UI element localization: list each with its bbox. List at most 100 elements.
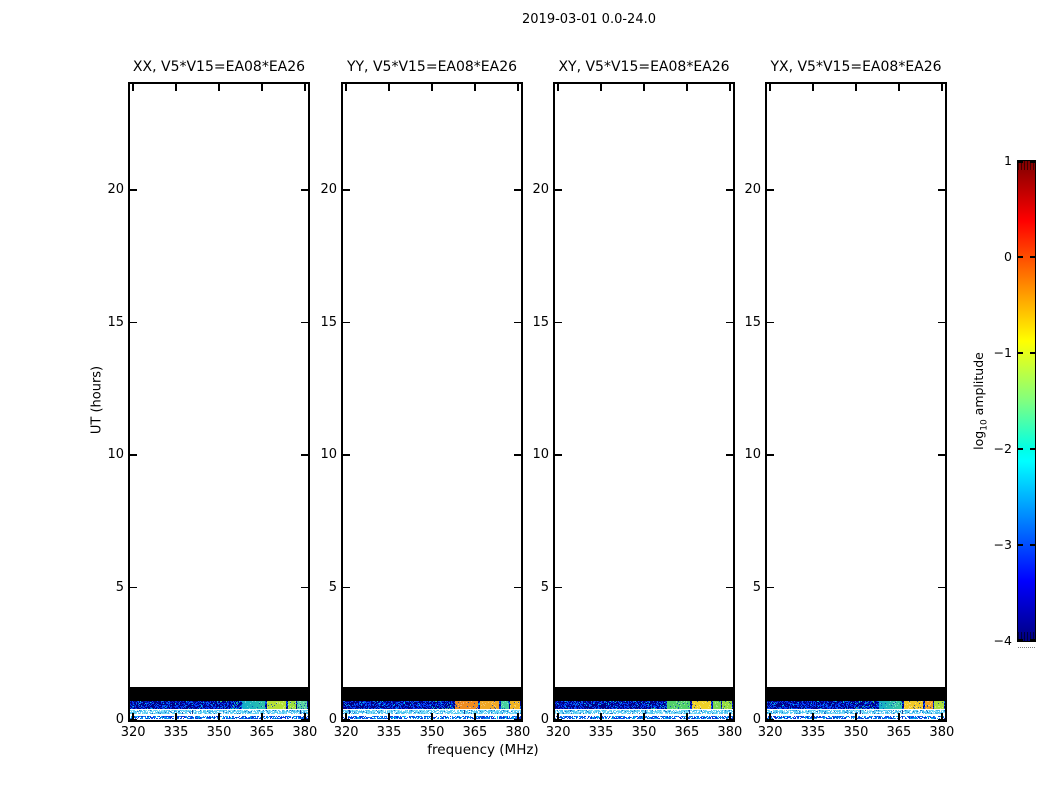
axis-tick-top — [643, 84, 645, 91]
y-tick-label: 10 — [532, 447, 549, 462]
y-tick-label: 15 — [107, 314, 124, 330]
panel-xy: XY, V5*V15=EA08*EA26 320 335 350 365 380 0 5 10… — [532, 59, 742, 740]
colorbar-tick-label: −2 — [993, 441, 1012, 456]
axis-tick-left — [555, 719, 562, 721]
axis-tick-right — [514, 189, 521, 191]
colorbar-tick — [1018, 544, 1023, 546]
axis-tick-left — [767, 321, 774, 324]
axis-tick-top — [304, 84, 306, 91]
y-tick-label: 15 — [320, 314, 337, 330]
x-tick-label: 365 — [249, 725, 275, 740]
axis-tick-bottom — [898, 713, 900, 720]
axis-tick-top — [388, 84, 390, 91]
x-tick-label: 320 — [545, 725, 571, 740]
axis-tick-top — [474, 84, 476, 91]
colorbar-tick — [1030, 161, 1035, 163]
x-tick-label: 350 — [843, 725, 869, 740]
colorbar-tick-label: 0 — [1004, 249, 1012, 264]
axis-tick-bottom — [557, 713, 559, 720]
colorbar-label-rest: amplitude — [970, 352, 986, 420]
axis-tick-right — [514, 719, 521, 721]
axis-tick-right — [938, 719, 945, 721]
axis-tick-bottom — [855, 713, 857, 720]
x-tick-label: 335 — [163, 725, 189, 740]
y-tick-label: 20 — [320, 182, 337, 197]
axis-tick-bottom — [474, 713, 476, 720]
axis-tick-left — [130, 719, 137, 721]
axis-tick-top — [261, 84, 263, 91]
axis-tick-bottom — [517, 713, 519, 720]
colorbar-tick — [1030, 639, 1035, 641]
y-tick-label: 0 — [540, 712, 549, 727]
colorbar-hatch-top — [1018, 161, 1035, 170]
axis-tick-right — [514, 586, 521, 589]
figure-title: 2019-03-01 0.0-24.0 — [522, 12, 656, 27]
axis-tick-top — [769, 84, 771, 91]
axis-tick-top — [898, 84, 900, 91]
axis-tick-left — [343, 719, 350, 721]
y-tick-label: 10 — [107, 447, 124, 462]
axis-tick-left — [555, 586, 562, 589]
axis-tick-right — [938, 586, 945, 589]
y-tick-label: 20 — [532, 182, 549, 197]
colorbar-extend-dots — [1018, 647, 1035, 648]
y-tick-label: 0 — [752, 712, 761, 727]
x-tick-label: 350 — [419, 725, 445, 740]
colorbar-tick — [1030, 448, 1035, 450]
axis-tick-right — [938, 321, 945, 324]
colorbar-tick — [1030, 352, 1035, 354]
colorbar-tick-label: 1 — [1004, 153, 1012, 168]
x-tick-label: 320 — [757, 725, 783, 740]
axis-tick-left — [555, 321, 562, 324]
y-tick-label: 0 — [115, 712, 124, 727]
axis-tick-bottom — [218, 713, 220, 720]
colorbar-tick — [1018, 352, 1023, 354]
x-tick-label: 335 — [588, 725, 614, 740]
axis-tick-bottom — [769, 713, 771, 720]
axis-tick-right — [726, 454, 733, 456]
axis-tick-right — [301, 321, 308, 324]
x-tick-label: 320 — [333, 725, 359, 740]
colorbar: log10 amplitude 1 0 −1 −2 −3 −4 — [971, 153, 1036, 648]
axis-tick-right — [301, 454, 308, 456]
axis-tick-right — [726, 189, 733, 191]
axis-tick-bottom — [132, 713, 134, 720]
y-tick-label: 15 — [744, 314, 761, 330]
y-tick-label: 5 — [752, 579, 761, 595]
y-tick-label: 20 — [744, 182, 761, 197]
axis-tick-top — [941, 84, 943, 91]
x-tick-label: 320 — [120, 725, 146, 740]
x-tick-label: 350 — [631, 725, 657, 740]
axis-tick-left — [343, 321, 350, 324]
colorbar-hatch-bottom — [1018, 632, 1035, 641]
x-tick-label: 380 — [717, 725, 743, 740]
y-tick-label: 5 — [328, 579, 337, 595]
axis-tick-right — [938, 454, 945, 456]
axis-tick-left — [130, 321, 137, 324]
colorbar-tick-label: −1 — [993, 345, 1012, 360]
axis-tick-right — [726, 719, 733, 721]
axis-tick-top — [729, 84, 731, 91]
x-tick-label: 380 — [292, 725, 318, 740]
colorbar-tick — [1018, 161, 1023, 163]
axis-tick-left — [130, 189, 137, 191]
axis-tick-bottom — [812, 713, 814, 720]
colorbar-label: log10 amplitude — [971, 352, 990, 450]
colorbar-tick — [1018, 256, 1023, 258]
axis-tick-left — [767, 454, 774, 456]
axis-tick-left — [767, 189, 774, 191]
axis-tick-right — [938, 189, 945, 191]
axis-tick-top — [345, 84, 347, 91]
x-tick-label: 335 — [800, 725, 826, 740]
colorbar-tick — [1030, 544, 1035, 546]
colorbar-tick-label: −4 — [993, 633, 1012, 648]
axis-tick-top — [855, 84, 857, 91]
colorbar-label-sub: 10 — [979, 419, 990, 431]
axis-tick-right — [726, 321, 733, 324]
axis-tick-bottom — [175, 713, 177, 720]
axis-tick-left — [343, 454, 350, 456]
axis-tick-top — [517, 84, 519, 91]
y-tick-label: 0 — [328, 712, 337, 727]
axis-tick-left — [555, 189, 562, 191]
